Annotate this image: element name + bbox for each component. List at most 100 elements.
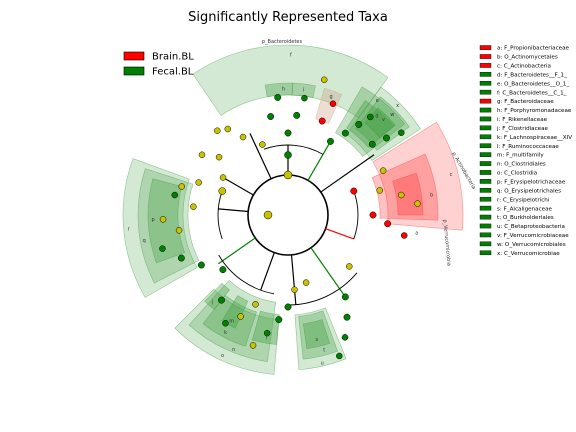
clade-key-f: f bbox=[290, 53, 292, 59]
clade-key-h: h bbox=[282, 87, 285, 93]
node-neutral bbox=[259, 141, 266, 148]
clade-key-o: o bbox=[221, 353, 224, 359]
tree-arc bbox=[218, 254, 275, 295]
tree-nodes bbox=[159, 76, 421, 360]
taxon-swatch-m bbox=[479, 152, 492, 157]
node-q bbox=[197, 261, 205, 269]
node-e bbox=[327, 137, 334, 145]
taxon-label-c: c: C_Actinobacteria bbox=[497, 64, 551, 70]
phylum-label: p_Verrucomicrobia bbox=[442, 219, 452, 266]
taxon-label-b: b: O_Actinomycetales bbox=[497, 55, 558, 61]
chart-title: Significantly Represented Taxa bbox=[188, 10, 388, 25]
taxon-label-h: h: F_Porphyromonadaceae bbox=[497, 108, 572, 114]
taxon-swatch-x bbox=[479, 250, 492, 256]
taxon-label-d: d: F_Bacteroidetes__F_1_ bbox=[497, 72, 567, 78]
clade-key-s: s bbox=[315, 337, 318, 343]
node-t bbox=[343, 313, 351, 321]
clade-key-k: k bbox=[224, 330, 227, 336]
taxon-label-n: n: O_Clostridiales bbox=[497, 162, 546, 168]
taxon-swatch-d bbox=[479, 72, 492, 77]
node-neutral bbox=[414, 200, 421, 207]
node-h bbox=[274, 93, 282, 101]
taxon-swatch-l bbox=[479, 143, 492, 149]
node-neutral bbox=[219, 174, 227, 181]
clade-sector-b bbox=[371, 153, 439, 221]
taxon-swatch-r bbox=[479, 196, 492, 202]
taxon-label-r: r: C_Erysipelotrichi bbox=[497, 197, 550, 203]
taxon-label-l: l: F_Ruminococcaceae bbox=[497, 144, 559, 150]
node-f bbox=[284, 129, 292, 137]
legend-label-brain-bl: Brain.BL bbox=[152, 52, 194, 63]
node-l bbox=[263, 329, 271, 337]
clade-key-x: x bbox=[396, 103, 399, 109]
phylum-label: p_Bacteroidetes bbox=[262, 39, 303, 45]
legend-swatch-brain-bl bbox=[123, 51, 145, 61]
taxon-swatch-k bbox=[479, 134, 492, 140]
tree-arc bbox=[217, 190, 223, 240]
taxon-label-a: a: F_Propionibacteriaceae bbox=[497, 46, 570, 52]
legend-swatch-fecal-bl bbox=[123, 66, 145, 76]
node-neutral bbox=[178, 183, 185, 190]
node-o bbox=[219, 266, 227, 274]
node-p bbox=[159, 245, 166, 252]
taxon-label-s: s: F_Alcaligenaceae bbox=[497, 206, 552, 212]
clade-key-l: l bbox=[266, 336, 267, 342]
taxa-legend: a: F_Propionibacteriaceae b: O_Actinomyce… bbox=[479, 45, 572, 257]
node-neutral bbox=[320, 76, 328, 84]
node-v bbox=[398, 129, 405, 136]
node-p bbox=[177, 254, 185, 262]
tree-edge bbox=[290, 254, 297, 305]
clade-sector-c bbox=[372, 121, 464, 231]
node-neutral bbox=[190, 203, 197, 210]
node-neutral bbox=[215, 153, 223, 161]
node-g bbox=[318, 117, 326, 125]
tree-edge bbox=[310, 247, 346, 298]
node-neutral bbox=[376, 187, 384, 194]
legend-label-fecal-bl: Fecal.BL bbox=[152, 67, 194, 78]
clade-key-g: g bbox=[330, 94, 333, 100]
taxon-label-g: g: F_Bacteroidaceae bbox=[497, 99, 554, 105]
taxon-label-i: i: F_Rikenellaceae bbox=[497, 117, 548, 123]
clade-sector-p bbox=[147, 178, 186, 264]
taxon-swatch-u bbox=[479, 223, 492, 229]
clade-key-i: i bbox=[303, 87, 304, 93]
node-e bbox=[341, 129, 349, 137]
taxon-swatch-c bbox=[479, 63, 492, 68]
clade-sector-q bbox=[137, 168, 200, 284]
taxon-label-k: k: F_Lachnospiraceae__XIV bbox=[497, 135, 572, 141]
taxon-swatch-h bbox=[479, 107, 492, 113]
tree-arc bbox=[353, 190, 359, 240]
tree-edge bbox=[325, 228, 354, 240]
taxon-swatch-i bbox=[479, 116, 492, 122]
node-k bbox=[218, 296, 225, 304]
taxon-swatch-s bbox=[479, 205, 492, 211]
taxon-swatch-o bbox=[479, 170, 492, 175]
clade-sector-l bbox=[251, 310, 280, 345]
taxon-swatch-p bbox=[479, 179, 492, 184]
node-a bbox=[400, 232, 408, 239]
taxon-label-f: f: C_Bacteroidetes__C_1_ bbox=[497, 90, 567, 96]
node-d bbox=[355, 120, 363, 128]
taxon-swatch-t bbox=[479, 214, 492, 220]
node-neutral bbox=[239, 133, 247, 141]
clade-key-v: v bbox=[382, 117, 385, 123]
node-r bbox=[171, 191, 178, 199]
clade-sector-o bbox=[174, 288, 280, 375]
clade-key-b: b bbox=[430, 192, 433, 198]
node-w bbox=[383, 134, 390, 142]
tree-edge bbox=[218, 237, 256, 265]
clade-sector-j bbox=[204, 282, 230, 310]
clade-sector-x bbox=[346, 86, 421, 161]
clade-sector-m bbox=[221, 295, 249, 329]
tree-arc bbox=[263, 144, 324, 155]
tree-edge bbox=[307, 141, 332, 181]
taxon-swatch-g bbox=[479, 98, 492, 104]
node-neutral bbox=[198, 151, 206, 159]
root-node bbox=[263, 210, 273, 220]
taxon-swatch-j bbox=[479, 125, 492, 131]
taxon-swatch-w bbox=[479, 241, 492, 247]
clade-sector-r bbox=[122, 158, 198, 298]
node-neutral bbox=[224, 125, 232, 133]
tree-edge bbox=[249, 133, 272, 180]
